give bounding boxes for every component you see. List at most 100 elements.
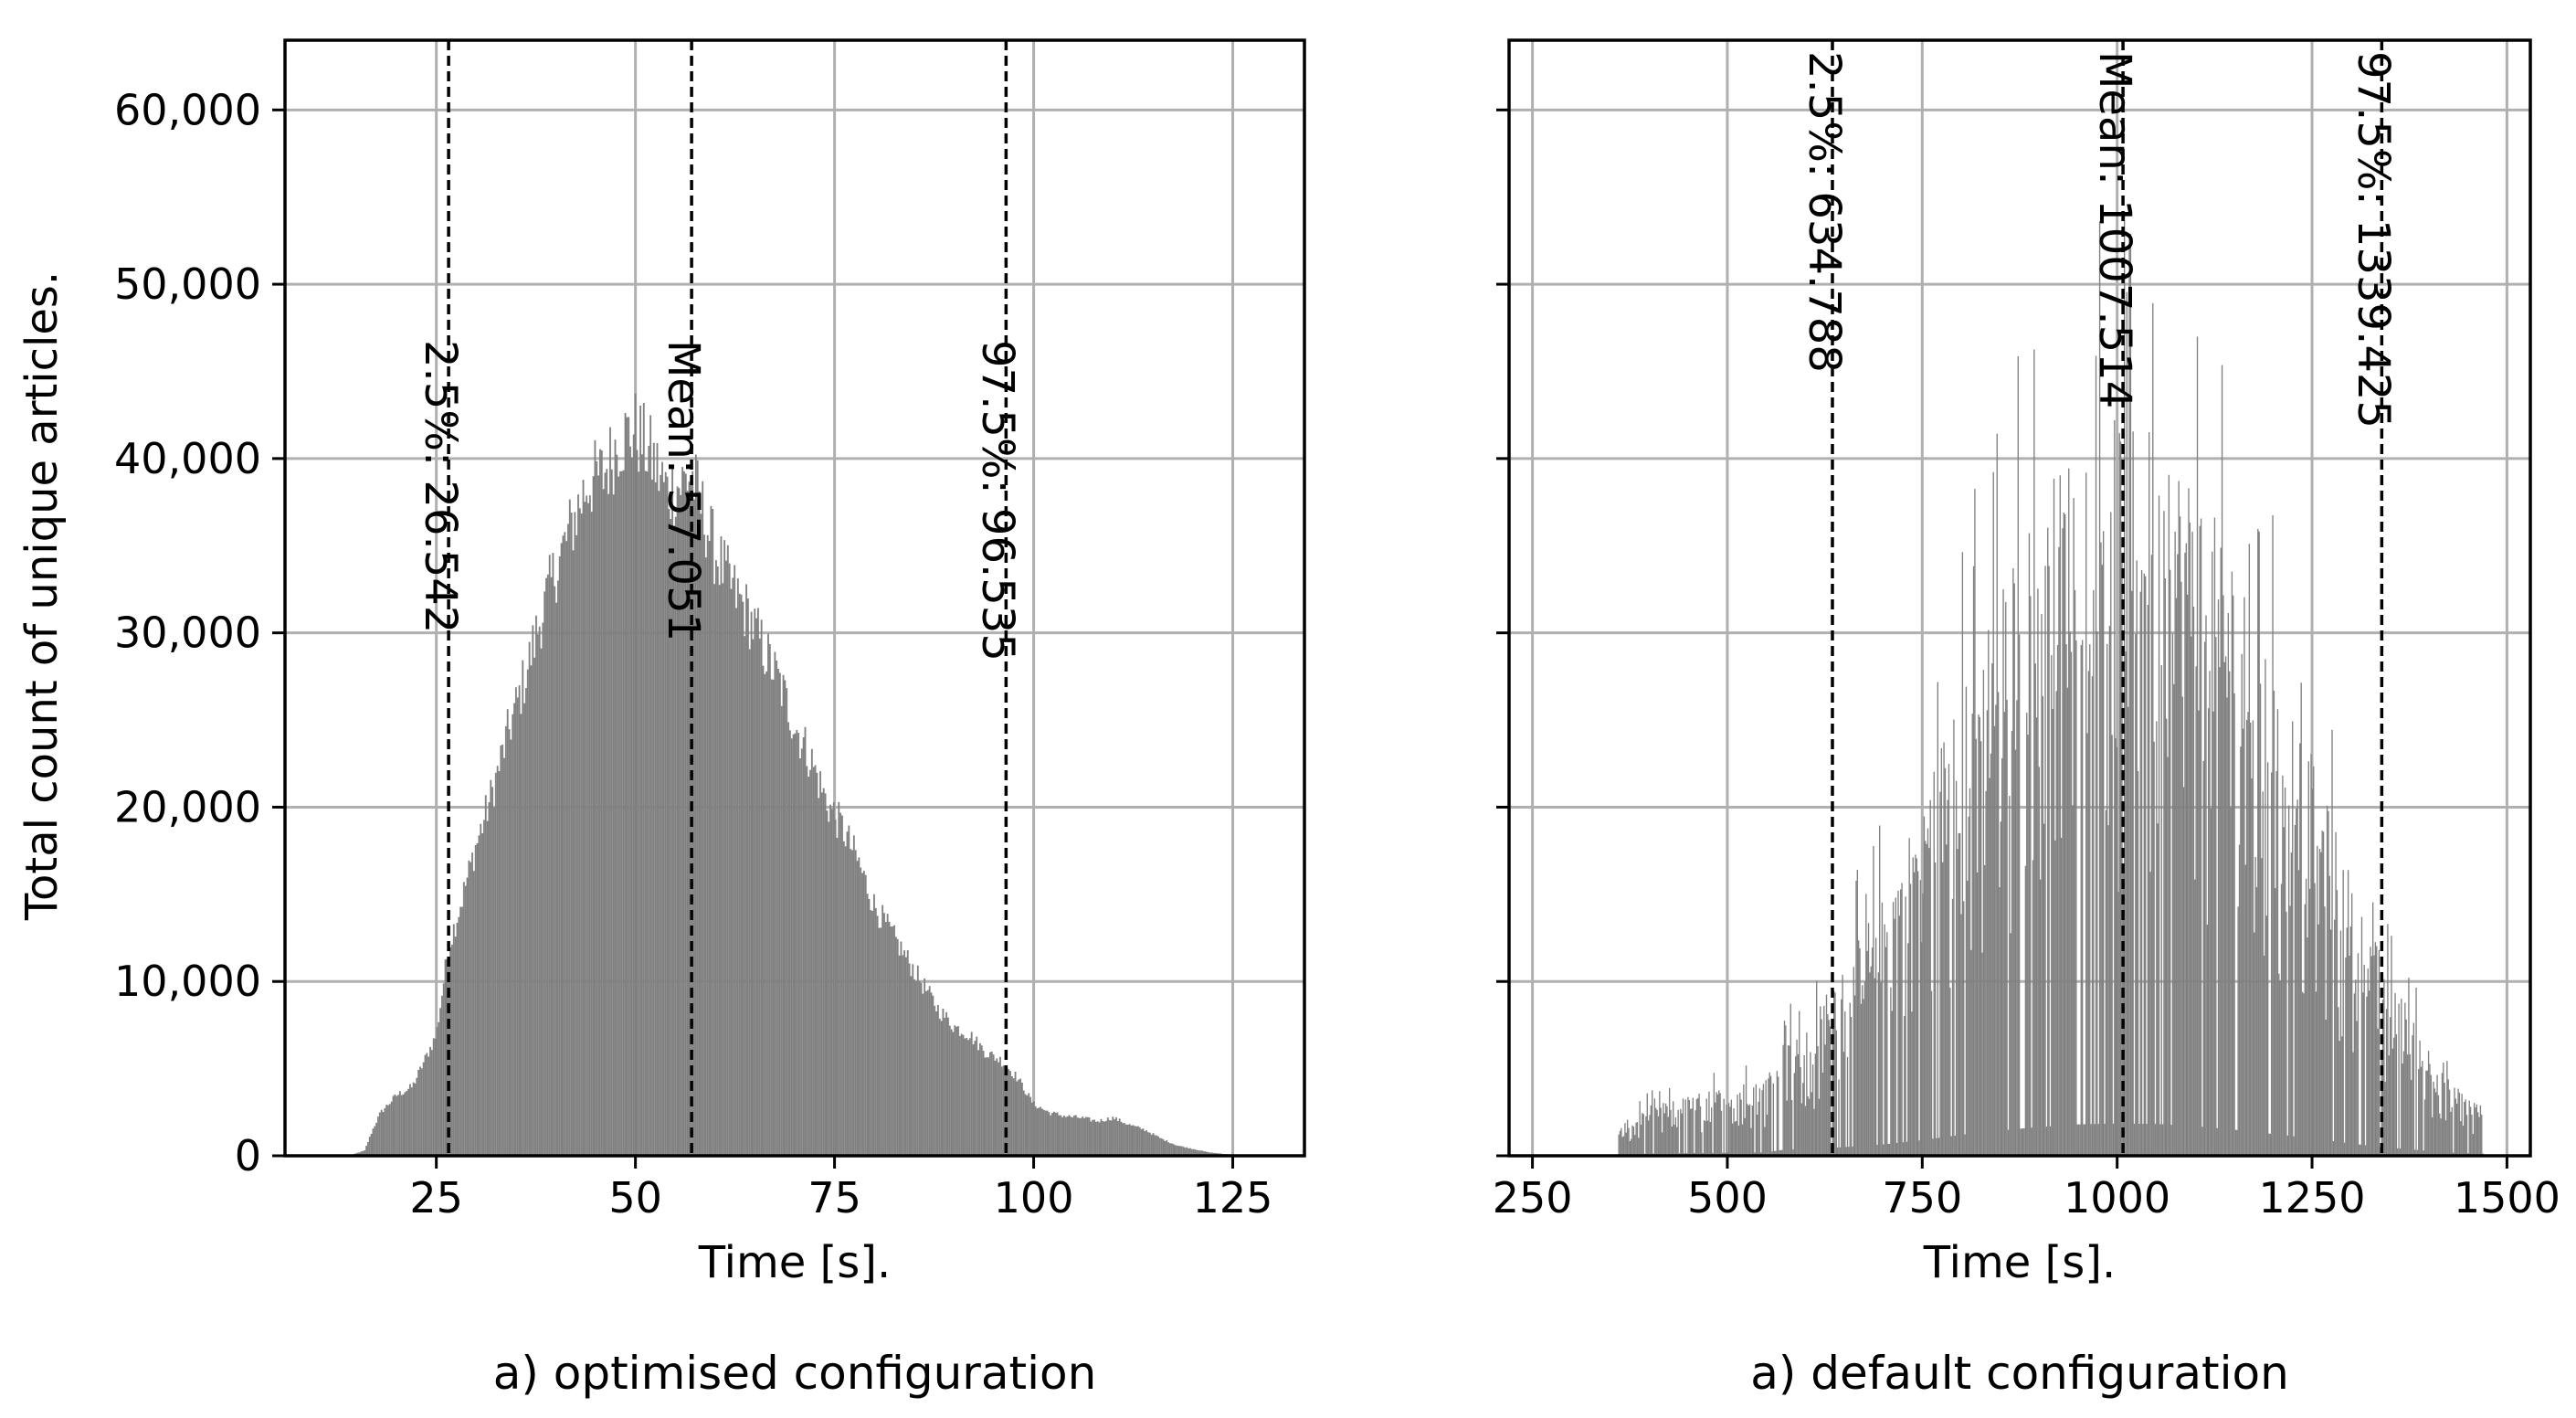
opt-histogram-bar — [945, 1011, 948, 1156]
def-histogram-bar — [1739, 1092, 1741, 1156]
def-histogram-bar — [2066, 687, 2069, 1156]
opt-histogram-bar — [654, 481, 657, 1156]
def-histogram-bar — [2279, 980, 2281, 1156]
def-histogram-bar — [2056, 645, 2059, 1156]
opt-histogram-bar — [512, 714, 514, 1156]
def-histogram-bar — [2248, 544, 2251, 1156]
opt-histogram-bar — [606, 469, 608, 1156]
def-histogram-bar — [2342, 870, 2344, 1156]
opt-histogram-bar — [1156, 1135, 1158, 1156]
def-histogram-bar — [2233, 693, 2235, 1156]
opt-histogram-bar — [614, 439, 617, 1156]
def-histogram-bar — [2359, 1144, 2360, 1156]
def-histogram-bar — [1786, 1100, 1788, 1156]
opt-histogram-bar — [792, 734, 795, 1156]
opt-histogram-bar — [1014, 1071, 1017, 1156]
def-histogram-bar — [2324, 906, 2326, 1156]
opt-histogram-bar — [762, 665, 765, 1156]
opt-histogram-bar — [1038, 1107, 1040, 1156]
opt-histogram-bar — [1192, 1148, 1195, 1156]
def-histogram-bar — [1926, 843, 1927, 1156]
opt-histogram-bar — [592, 476, 595, 1156]
opt-histogram-bar — [1028, 1093, 1030, 1156]
def-histogram-bar — [1871, 947, 1874, 1156]
opt-histogram-bar — [864, 874, 867, 1156]
def-histogram-bar — [2364, 1145, 2367, 1156]
def-histogram-bar — [1845, 1147, 1847, 1156]
opt-histogram-bar — [1078, 1117, 1081, 1156]
def-histogram-bar — [2420, 1066, 2423, 1156]
opt-histogram-bar — [706, 534, 709, 1156]
opt-histogram-bar — [1179, 1146, 1181, 1156]
opt-histogram-bar — [900, 941, 903, 1156]
def-histogram-bar — [1876, 1145, 1878, 1156]
def-histogram-bar — [2237, 906, 2239, 1156]
def-histogram-bar — [1870, 966, 1872, 1156]
def-histogram-bar — [1958, 832, 1959, 1156]
def-histogram-bar — [1942, 862, 1944, 1156]
opt-histogram-bar — [906, 949, 909, 1156]
opt-histogram-bar — [1009, 1071, 1011, 1156]
opt-histogram-bar — [896, 938, 899, 1156]
def-histogram-bar — [1687, 1096, 1689, 1156]
def-histogram-bar — [2178, 481, 2180, 1156]
def-histogram-bar — [1787, 1045, 1789, 1156]
def-histogram-bar — [2231, 571, 2233, 1156]
opt-histogram-bar — [380, 1109, 383, 1156]
opt-histogram-bar — [420, 1068, 423, 1156]
def-histogram-bar — [2436, 1074, 2438, 1156]
opt-vline-label-2: 97.5%: 96.535 — [972, 340, 1023, 661]
opt-histogram-bar — [1004, 1066, 1007, 1156]
opt-histogram-bar — [768, 643, 771, 1156]
def-histogram-bar — [1710, 1107, 1713, 1156]
def-histogram-bar — [1632, 1127, 1635, 1156]
opt-y-tick-label: 20,000 — [114, 782, 261, 831]
opt-histogram-bar — [860, 867, 862, 1156]
opt-histogram-bar — [523, 703, 526, 1156]
opt-histogram-bar — [1147, 1132, 1149, 1156]
opt-histogram-bar — [510, 739, 512, 1156]
opt-histogram-bar — [722, 583, 724, 1156]
def-histogram-bar — [1984, 864, 1986, 1156]
opt-histogram-bar — [558, 556, 561, 1156]
def-histogram-bar — [2213, 517, 2216, 1156]
opt-histogram-bar — [656, 442, 659, 1156]
opt-histogram-bar — [814, 765, 817, 1156]
def-histogram-bar — [1636, 1122, 1639, 1156]
opt-histogram-bar — [873, 894, 875, 1156]
opt-histogram-bar — [602, 489, 605, 1156]
opt-histogram-bar — [730, 588, 733, 1156]
def-histogram-bar — [2005, 601, 2007, 1156]
def-histogram-bar — [1701, 1132, 1703, 1156]
opt-histogram-bar — [1164, 1140, 1167, 1156]
def-histogram-bar — [1918, 1140, 1920, 1156]
def-histogram-bar — [2131, 590, 2133, 1156]
opt-histogram-bar — [587, 503, 589, 1156]
def-histogram-bar — [2044, 566, 2046, 1156]
opt-histogram-bar — [486, 820, 489, 1156]
def-histogram-bar — [1771, 1151, 1773, 1156]
def-histogram-bar — [2191, 531, 2193, 1156]
def-histogram-bar — [2047, 527, 2049, 1156]
def-histogram-bar — [2202, 760, 2204, 1156]
opt-histogram-bar — [610, 469, 613, 1156]
opt-histogram-bar — [852, 835, 855, 1156]
def-histogram-bar — [2261, 858, 2263, 1156]
def-histogram-bars — [1618, 215, 2484, 1157]
def-histogram-bar — [2079, 1124, 2081, 1156]
def-histogram-bar — [2362, 992, 2364, 1156]
def-histogram-bar — [1874, 937, 1877, 1156]
def-histogram-bar — [1688, 1099, 1690, 1156]
opt-histogram-bar — [607, 493, 610, 1156]
def-histogram-bar — [1681, 1113, 1683, 1156]
def-histogram-bar — [1841, 999, 1842, 1156]
def-histogram-bar — [1766, 1114, 1768, 1156]
opt-histogram-bar — [1002, 1065, 1005, 1156]
opt-histogram-bar — [516, 697, 519, 1156]
def-histogram-bar — [1892, 902, 1895, 1156]
opt-x-axis-label: Time [s]. — [698, 1237, 891, 1288]
def-histogram-bar — [2051, 655, 2053, 1156]
opt-histogram-bar — [987, 1057, 990, 1156]
opt-histogram-bar — [639, 405, 642, 1156]
opt-histogram-bar — [794, 733, 797, 1156]
